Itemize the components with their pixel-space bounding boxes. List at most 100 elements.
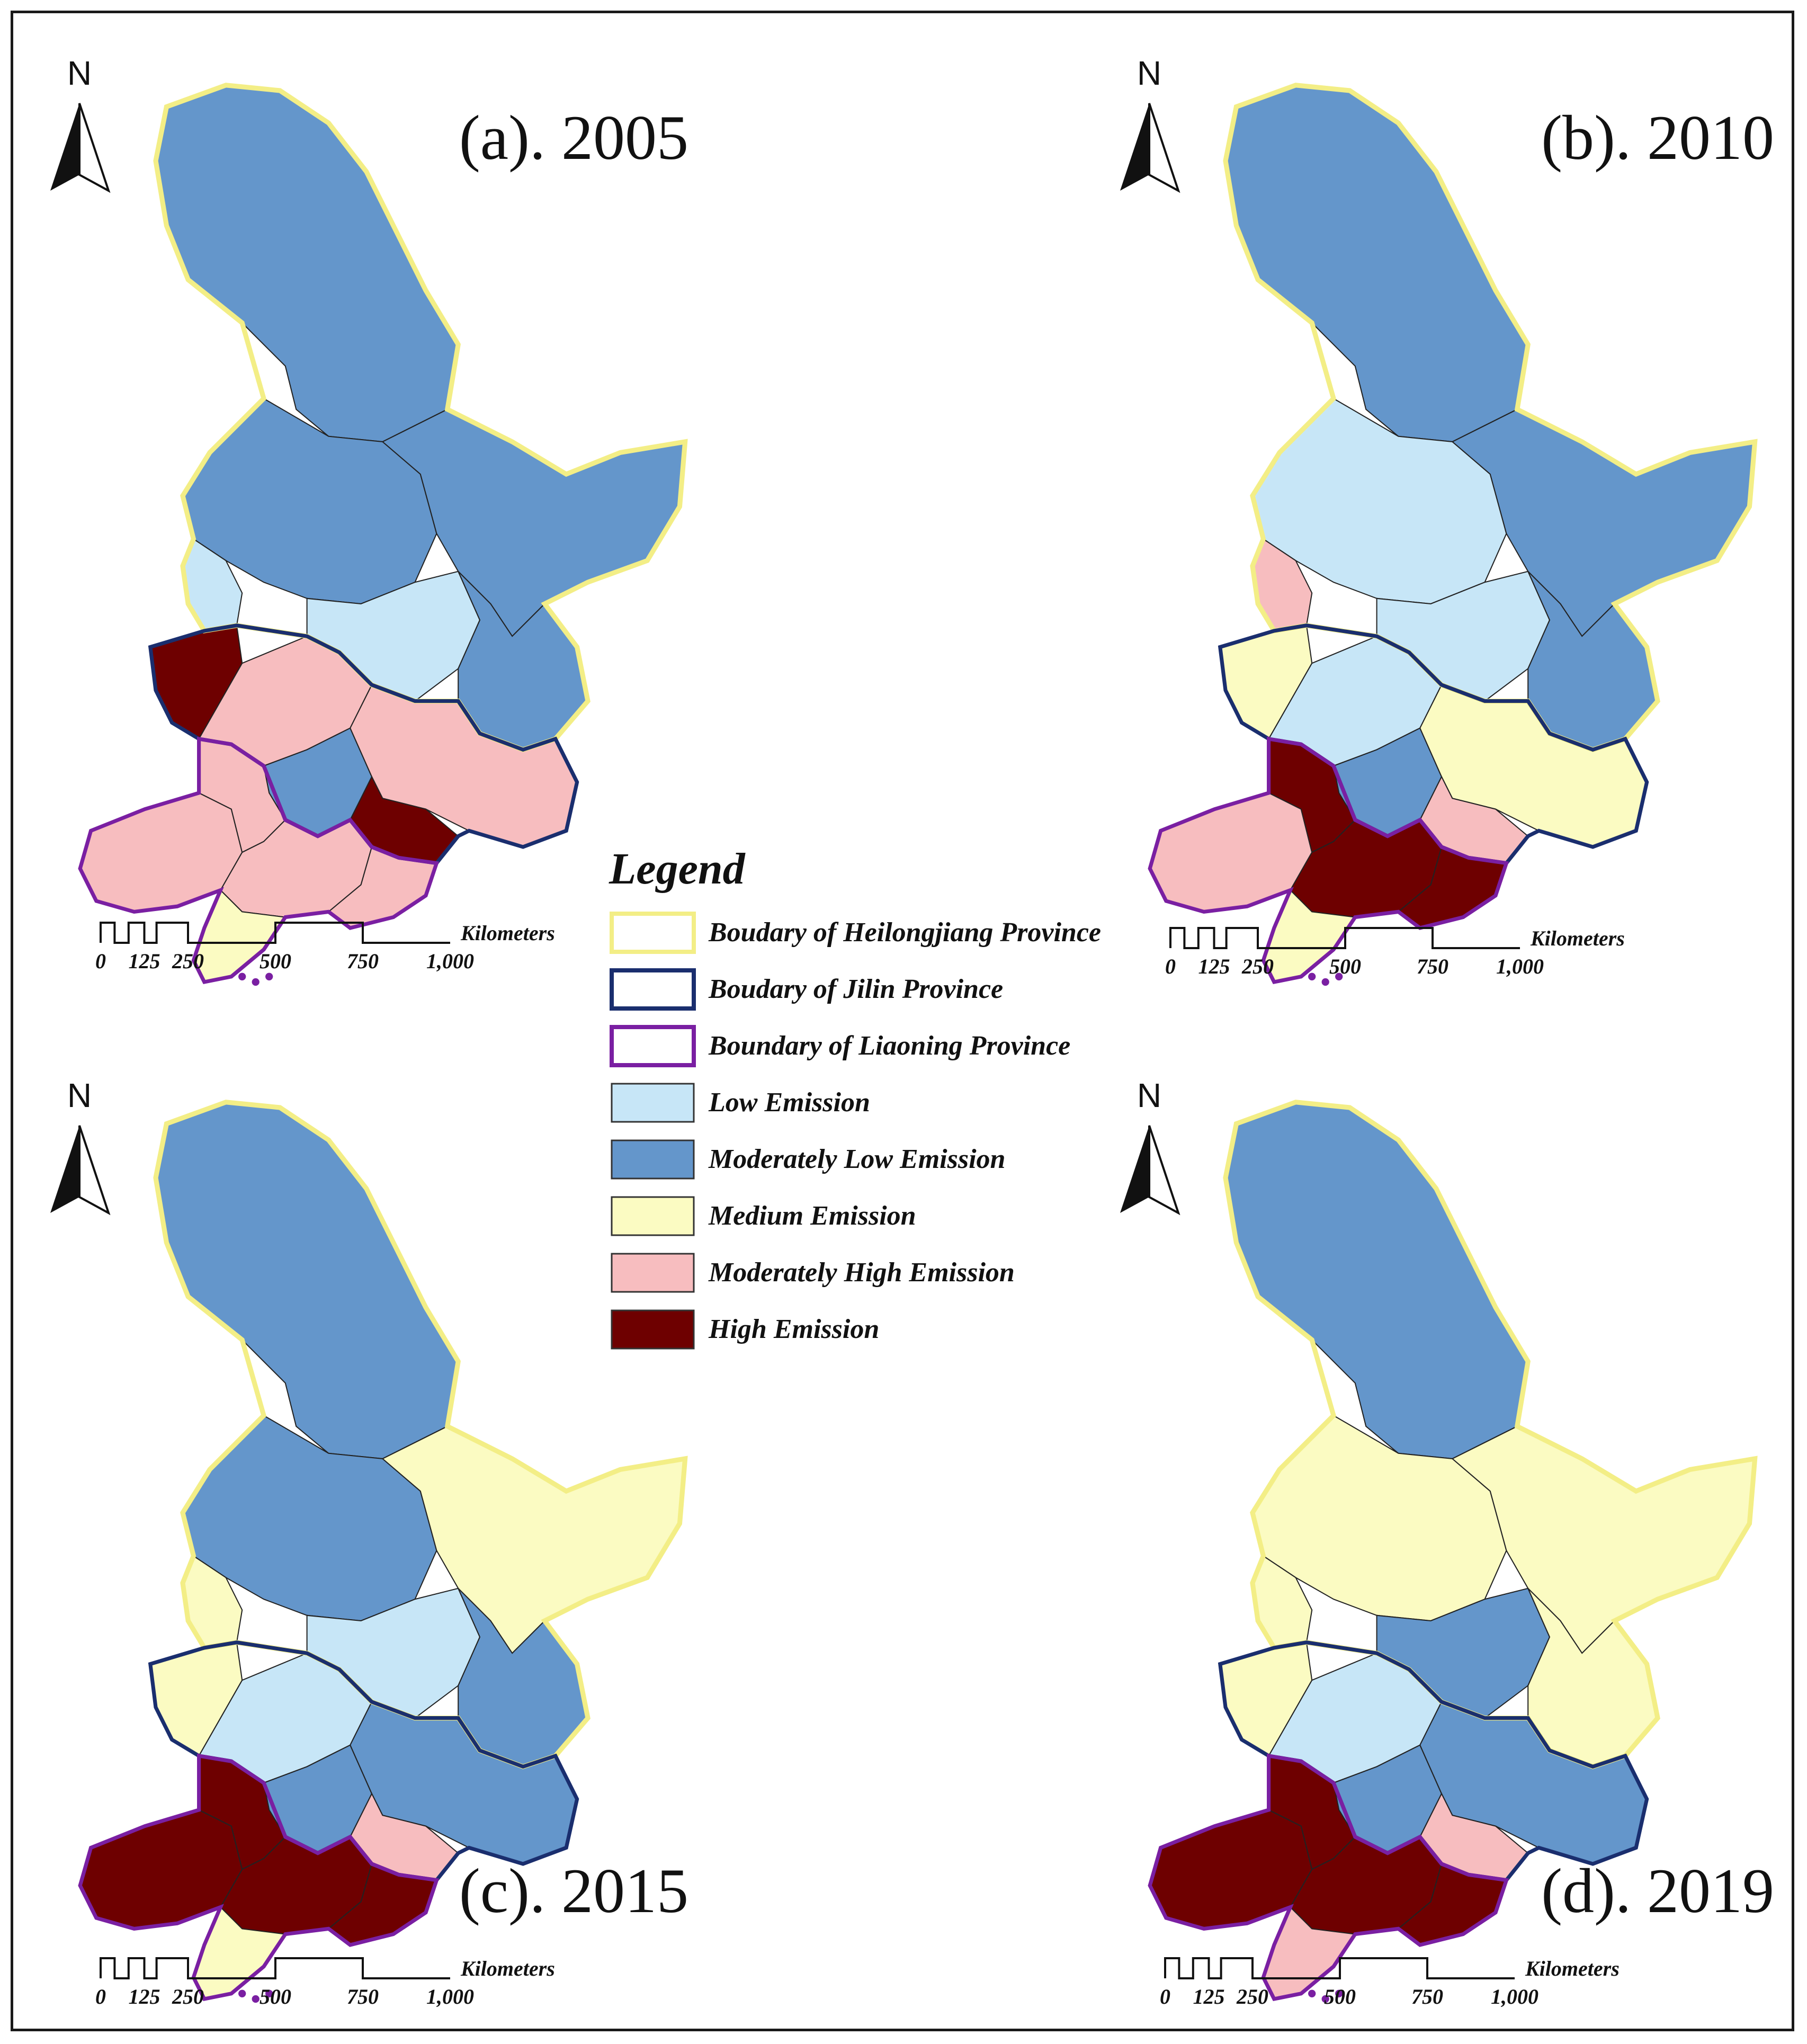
scale-tick-label: 1,000 xyxy=(1496,954,1544,978)
island-dot xyxy=(1335,1989,1343,1997)
scale-tick-label: 250 xyxy=(172,1985,204,2009)
scale-tick-label: 250 xyxy=(1236,1985,1268,2009)
legend-swatch xyxy=(610,968,696,1011)
scale-tick-label: 750 xyxy=(1411,1985,1443,2009)
scale-tick-label: 750 xyxy=(347,949,379,973)
scale-bar: 0 125 250 500 750 1,000 Kilometers xyxy=(1165,926,1625,978)
scale-tick-label: 250 xyxy=(1241,954,1274,978)
north-label: N xyxy=(1137,54,1161,92)
island-dot xyxy=(1308,972,1316,980)
liaoning-boundary xyxy=(78,736,440,985)
island-dot xyxy=(1335,972,1343,980)
scale-tick-label: 125 xyxy=(1198,954,1230,978)
north-arrow-left xyxy=(1120,103,1149,191)
province-map xyxy=(1148,83,1758,986)
scale-unit: Kilometers xyxy=(460,921,555,945)
province-map xyxy=(78,1100,688,2003)
island-dot xyxy=(1321,978,1329,986)
scale-tick-label: 500 xyxy=(1329,954,1361,978)
scale-bar-line xyxy=(100,1957,450,1979)
north-arrow-right xyxy=(1148,1125,1180,1216)
north-label: N xyxy=(1137,1076,1161,1114)
scale-tick-label: 125 xyxy=(1193,1985,1225,2009)
island-dot xyxy=(1308,1989,1316,1997)
legend: Legend Boudary of Heilongjiang Province B… xyxy=(609,844,1101,1350)
north-arrow: N xyxy=(50,1076,111,1216)
scale-bar-line xyxy=(1164,1957,1515,1979)
scale-tick-label: 250 xyxy=(172,949,204,973)
scale-tick-label: 125 xyxy=(129,1985,160,2009)
map-panel: (b). 2010 N 0 125 250 500 750 1,000 Kilometers xyxy=(1120,54,1774,986)
legend-label: Moderately Low Emission xyxy=(708,1144,1005,1174)
legend-item: Low Emission xyxy=(611,1083,870,1123)
scale-unit: Kilometers xyxy=(1525,1957,1620,1980)
legend-label: Boudary of Jilin Province xyxy=(708,974,1003,1004)
legend-title: Legend xyxy=(609,844,746,894)
liaoning-boundary xyxy=(78,1753,440,2002)
province-map xyxy=(1148,1100,1758,2003)
map-panel: (d). 2019 N 0 125 250 500 750 1,000 Kilometers xyxy=(1120,1076,1774,2009)
scale-bar: 0 125 250 500 750 1,000 Kilometers xyxy=(1160,1957,1620,2009)
scale-tick-label: 500 xyxy=(260,949,291,973)
legend-swatch xyxy=(611,1253,695,1293)
scale-tick-label: 1,000 xyxy=(1491,1985,1538,2009)
map-panel: (a). 2005 N 0 125 250 500 750 1,000 Kilometers xyxy=(50,54,688,986)
north-arrow-right xyxy=(1148,103,1180,193)
scale-tick-label: 500 xyxy=(1324,1985,1356,2009)
scale-tick-label: 0 xyxy=(95,1985,106,2009)
scale-tick-label: 500 xyxy=(260,1985,291,2009)
north-arrow: N xyxy=(1120,1076,1180,1216)
north-label: N xyxy=(67,54,92,92)
north-arrow-left xyxy=(50,1126,79,1213)
island-dot xyxy=(265,1989,273,1997)
scale-tick-label: 1,000 xyxy=(426,1985,474,2009)
legend-swatch xyxy=(611,1309,695,1350)
scale-bar: 0 125 250 500 750 1,000 Kilometers xyxy=(95,921,555,973)
liaoning-boundary xyxy=(1148,1753,1509,2002)
scale-bar-line xyxy=(100,922,450,944)
legend-label: Boundary of Liaoning Province xyxy=(708,1031,1070,1061)
scale-tick-label: 0 xyxy=(1160,1985,1170,2009)
panel-title: (a). 2005 xyxy=(459,102,688,173)
north-arrow-left xyxy=(1120,1126,1149,1213)
scale-bar: 0 125 250 500 750 1,000 Kilometers xyxy=(95,1957,555,2009)
north-arrow-left xyxy=(50,103,79,191)
legend-item: Boudary of Jilin Province xyxy=(610,968,1003,1011)
figure-frame xyxy=(11,11,1794,2031)
island-dot xyxy=(1321,1995,1329,2003)
legend-swatch xyxy=(611,1196,695,1236)
scale-tick-label: 750 xyxy=(347,1985,379,2009)
scale-tick-label: 0 xyxy=(1165,954,1176,978)
island-dot xyxy=(252,1995,260,2003)
north-arrow: N xyxy=(50,54,111,193)
scale-unit: Kilometers xyxy=(1530,926,1625,950)
island-dot xyxy=(265,972,273,980)
north-arrow-right xyxy=(78,1125,111,1216)
scale-tick-label: 1,000 xyxy=(426,949,474,973)
scale-tick-label: 0 xyxy=(95,949,106,973)
legend-swatch xyxy=(611,1139,695,1180)
north-label: N xyxy=(67,1076,92,1114)
legend-item: Boudary of Heilongjiang Province xyxy=(610,912,1101,954)
panel-title: (b). 2010 xyxy=(1541,102,1774,173)
map-panel: (c). 2015 N 0 125 250 500 750 1,000 Kilometers xyxy=(50,1076,688,2009)
liaoning-boundary xyxy=(1148,736,1509,985)
island-dot xyxy=(252,978,260,986)
legend-label: High Emission xyxy=(708,1314,879,1344)
island-dot xyxy=(238,1989,246,1997)
legend-swatch xyxy=(610,912,696,954)
legend-item: Moderately Low Emission xyxy=(611,1139,1005,1180)
legend-item: Moderately High Emission xyxy=(611,1253,1015,1293)
legend-label: Low Emission xyxy=(708,1087,870,1118)
north-arrow: N xyxy=(1120,54,1180,193)
province-map xyxy=(78,83,688,986)
north-arrow-right xyxy=(78,103,111,193)
legend-swatch xyxy=(610,1025,696,1067)
legend-label: Medium Emission xyxy=(708,1201,916,1231)
panel-title: (d). 2019 xyxy=(1541,1855,1774,1926)
panel-title: (c). 2015 xyxy=(459,1855,688,1926)
legend-swatch xyxy=(611,1083,695,1123)
island-dot xyxy=(238,972,246,980)
legend-item: Boundary of Liaoning Province xyxy=(610,1025,1070,1067)
